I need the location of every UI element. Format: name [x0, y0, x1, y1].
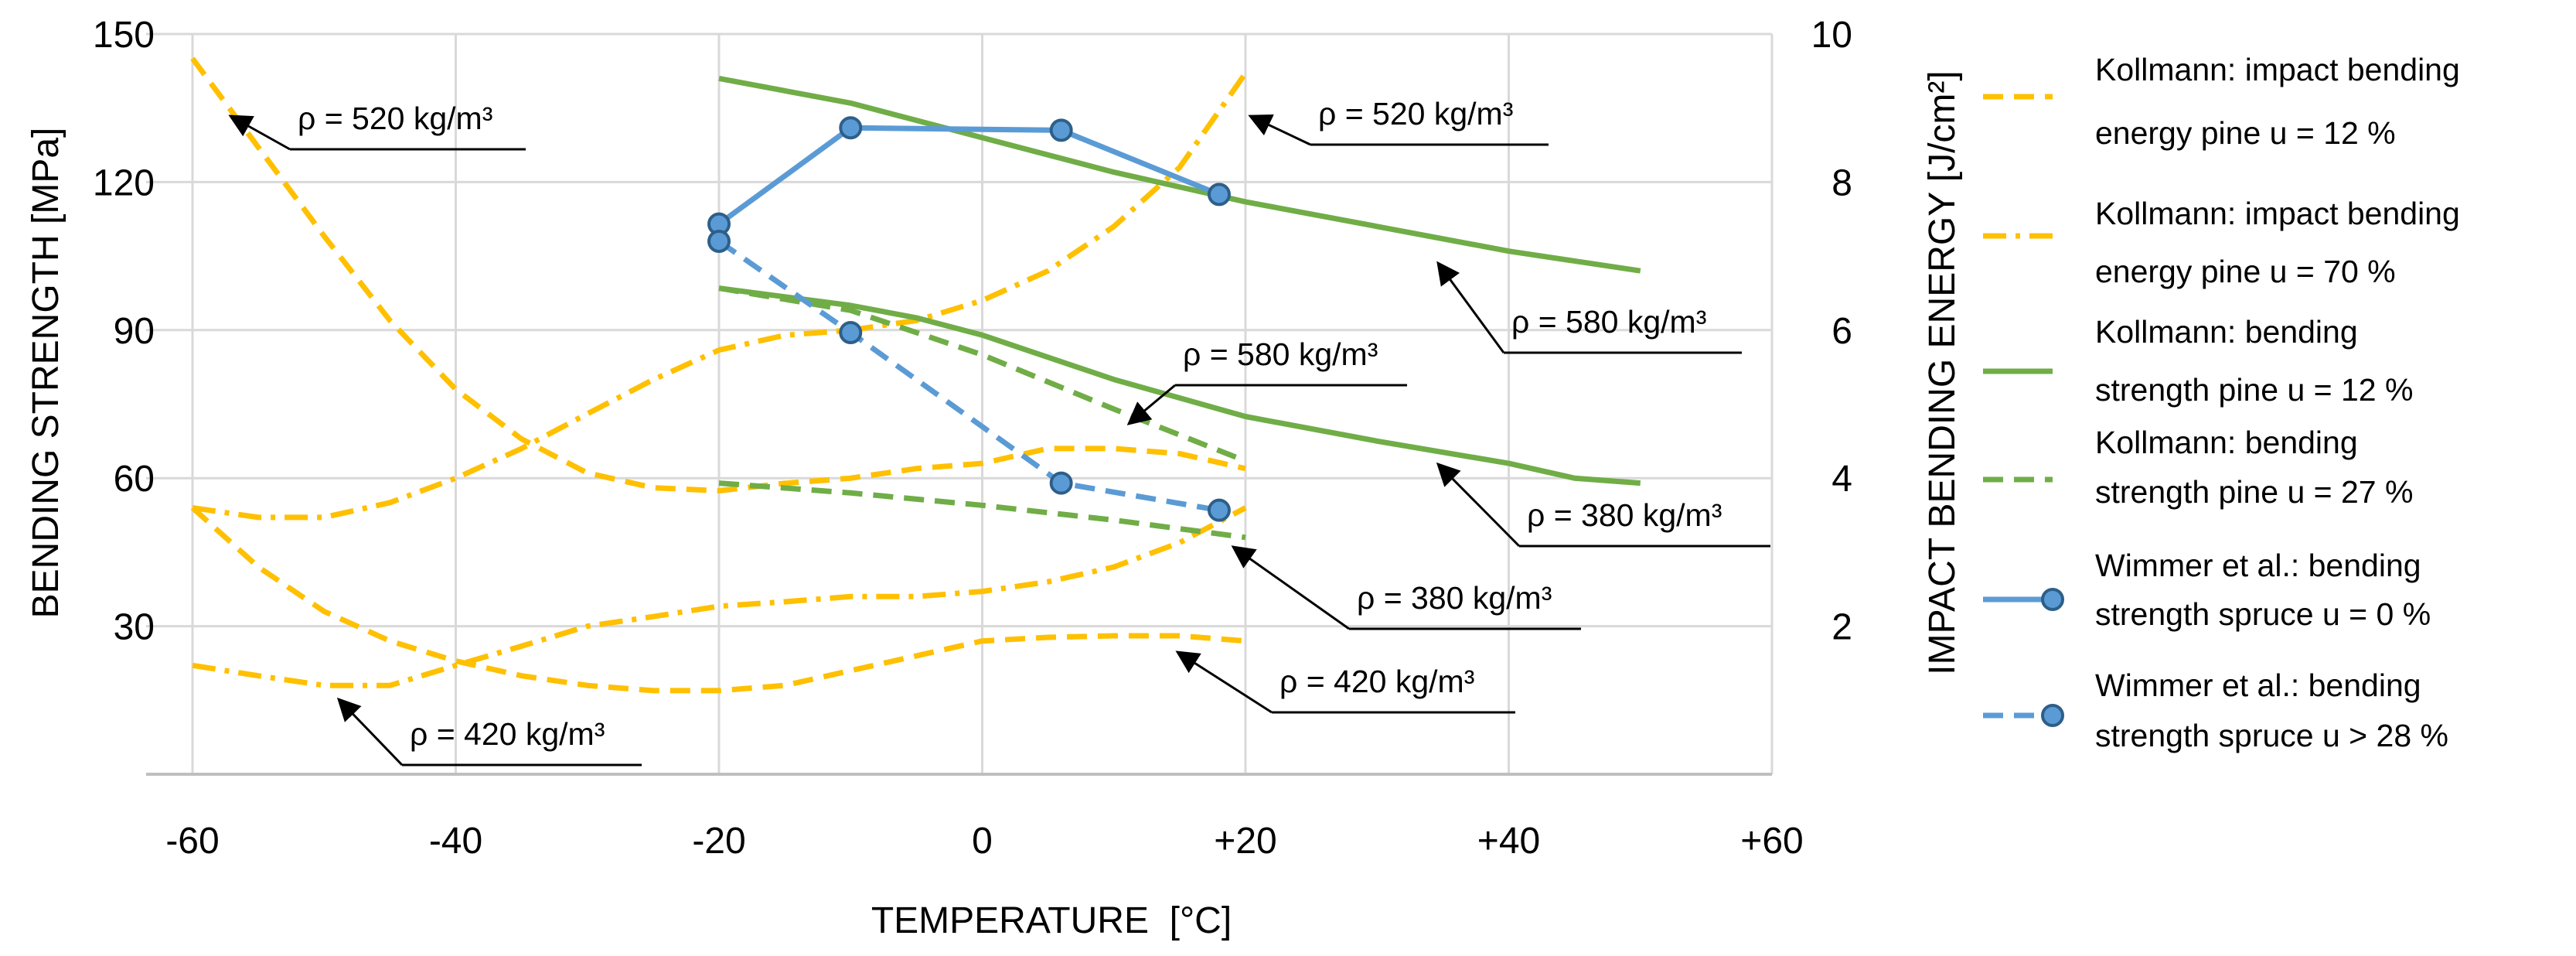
y-right-tick-label: 4 [1831, 459, 1852, 500]
legend-entry-text: Kollmann: bending [2095, 425, 2358, 460]
legend-entry-text: Wimmer et al.: bending [2095, 548, 2421, 583]
x-tick-label: -40 [429, 821, 482, 862]
annotation-arrow [1175, 650, 1273, 714]
legend-entry-text: Kollmann: bending [2095, 314, 2358, 350]
x-axis-title: TEMPERATURE [°C] [871, 900, 1232, 941]
x-tick-label: +20 [1214, 821, 1276, 862]
x-tick-label: +60 [1740, 821, 1803, 862]
y-axis-right-title: IMPACT BENDING ENERGY [J/cm²] [1922, 70, 1963, 674]
x-tick-label: +40 [1477, 821, 1540, 862]
legend-entry-text: strength pine u = 12 % [2095, 372, 2413, 408]
series-line [718, 480, 1246, 541]
density-annotation-label: ρ = 420 kg/m³ [410, 716, 605, 752]
legend-entry-text: Kollmann: impact bending [2095, 196, 2460, 231]
density-annotation-label: ρ = 380 kg/m³ [1357, 580, 1552, 616]
annotation-arrow [336, 697, 404, 767]
series-line [718, 75, 1641, 274]
legend-entry-text: Wimmer et al.: bending [2095, 667, 2421, 703]
legend-entry-text: strength spruce u > 28 % [2095, 718, 2448, 753]
density-annotation-label: ρ = 520 kg/m³ [298, 101, 492, 136]
density-annotation-label: ρ = 380 kg/m³ [1527, 497, 1722, 533]
legend-swatch-marker [2041, 588, 2064, 611]
y-right-tick-label: 6 [1831, 311, 1852, 352]
annotation-arrow [1436, 462, 1521, 548]
density-annotation-label: ρ = 420 kg/m³ [1279, 664, 1474, 699]
y-right-tick-label: 8 [1831, 162, 1852, 203]
tick-labels: -60 -40 -20 0 +20 +40 +60 30 60 90 120 150 2 4 6 8 10 [93, 15, 1852, 862]
density-annotation-label: ρ = 520 kg/m³ [1318, 96, 1513, 131]
legend-entry-text: strength pine u = 27 % [2095, 474, 2413, 510]
annotation-arrow [228, 114, 291, 151]
grid [146, 32, 1774, 776]
y-left-tick-label: 150 [93, 15, 155, 56]
x-tick-label: -60 [165, 821, 219, 862]
data-point-marker [1207, 498, 1231, 522]
series-line [192, 71, 1248, 521]
data-point-marker [1049, 118, 1073, 142]
legend-entry-text: Kollmann: impact bending [2095, 52, 2460, 87]
annotation-arrow [1436, 261, 1505, 353]
data-point-marker [707, 229, 731, 253]
annotation-arrow [1231, 545, 1350, 630]
data-point-marker [839, 320, 863, 344]
series-line [190, 56, 1246, 493]
data-point-marker [1207, 183, 1231, 207]
density-annotation-label: ρ = 580 kg/m³ [1511, 304, 1706, 340]
y-left-tick-label: 120 [93, 162, 155, 203]
legend-entry-text: energy pine u = 12 % [2095, 115, 2396, 151]
annotation-arrow [1248, 114, 1311, 146]
annotation-arrow [1126, 384, 1176, 425]
series-line [190, 505, 1246, 694]
x-tick-label: -20 [692, 821, 745, 862]
legend-entry-text: strength spruce u = 0 % [2095, 596, 2431, 632]
legend: Kollmann: impact bending energy pine u = … [1983, 52, 2460, 753]
series-line [718, 285, 1641, 487]
y-right-tick-label: 2 [1831, 607, 1852, 648]
series-layer [190, 56, 1641, 694]
y-left-tick-label: 30 [114, 607, 155, 648]
legend-entry-text: energy pine u = 70 % [2095, 254, 2396, 289]
density-annotation-label: ρ = 580 kg/m³ [1183, 336, 1378, 372]
data-point-marker [839, 116, 863, 140]
y-right-tick-label: 10 [1811, 15, 1852, 56]
data-point-marker [1049, 471, 1073, 495]
annotation-layer: ρ = 520 kg/m³ ρ = 520 kg/m³ ρ = 580 kg/m³ ρ… [228, 96, 1770, 767]
x-tick-label: 0 [972, 821, 993, 862]
y-left-tick-label: 90 [114, 311, 155, 352]
legend-swatch-marker [2041, 704, 2064, 727]
y-left-tick-label: 60 [114, 459, 155, 500]
series-line [717, 125, 1221, 227]
y-axis-left-title: BENDING STRENGTH [MPa] [26, 128, 66, 619]
series-line [717, 239, 1220, 514]
series-line [192, 505, 1247, 688]
